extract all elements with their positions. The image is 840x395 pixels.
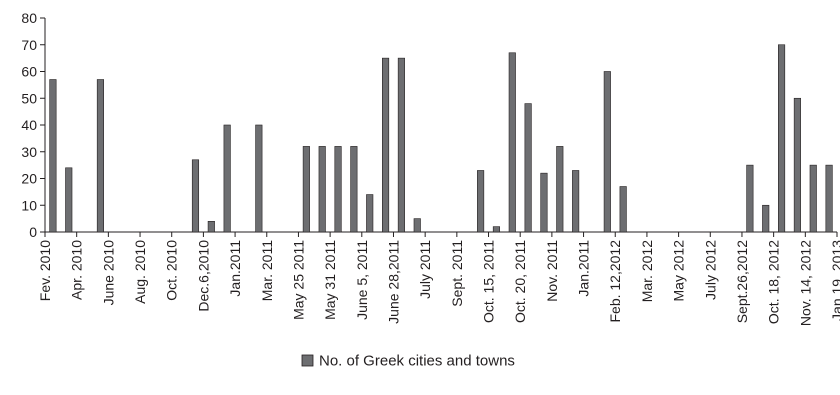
- legend-label: No. of Greek cities and towns: [319, 353, 515, 370]
- bar: [524, 103, 532, 233]
- legend-swatch: [301, 354, 314, 367]
- bar: [508, 52, 516, 233]
- bar: [762, 204, 770, 233]
- bar: [65, 167, 73, 233]
- bar: [603, 71, 611, 233]
- x-tick-label: Dec.6,2010: [195, 240, 211, 312]
- bar: [334, 146, 342, 233]
- x-tick-label: Mar. 2011: [259, 240, 275, 301]
- x-tick-label: June 2010: [100, 240, 116, 306]
- bar: [49, 79, 57, 233]
- y-tick-label: 40: [21, 117, 37, 133]
- bar: [809, 164, 817, 233]
- x-tick-label: Mar. 2012: [639, 240, 655, 302]
- y-tick-label: 60: [21, 64, 37, 80]
- x-tick-label: Jan.2011: [576, 240, 592, 297]
- bar: [492, 226, 500, 233]
- legend: No. of Greek cities and towns: [301, 353, 515, 370]
- bar: [778, 44, 786, 233]
- y-tick-label: 70: [21, 37, 37, 53]
- x-tick-label: Nov. 2011: [544, 240, 560, 302]
- bars: [49, 44, 833, 233]
- bar: [223, 124, 231, 233]
- bar: [619, 186, 627, 233]
- bar: [207, 221, 215, 233]
- bar: [191, 159, 200, 233]
- bar: [96, 79, 104, 233]
- x-tick-label: June 5, 2011: [354, 240, 370, 320]
- bar: [793, 97, 801, 233]
- x-tick-label: May 31 2011: [322, 240, 338, 320]
- bar: [556, 146, 564, 233]
- bar: [572, 170, 580, 233]
- x-tick-label: Sept.26,2012: [734, 240, 750, 324]
- x-tick-label: Oct. 2010: [164, 240, 180, 301]
- y-tick-label: 10: [21, 197, 37, 213]
- bar: [825, 164, 833, 233]
- y-tick-label: 50: [21, 90, 37, 106]
- x-tick-label: July 2012: [702, 240, 718, 300]
- bar: [255, 124, 263, 233]
- bar: [382, 57, 390, 233]
- bar: [350, 146, 358, 233]
- x-tick-label: Oct. 18, 2012: [766, 240, 782, 324]
- x-tick-label: Feb. 12,2012: [607, 240, 623, 323]
- x-tick-label: Jan.2011: [227, 240, 243, 297]
- x-tick-label: May 2012: [671, 240, 687, 302]
- y-tick-label: 20: [21, 171, 37, 187]
- x-tick-label: July 2011: [417, 240, 433, 299]
- x-tick-label: Oct. 20, 2011: [512, 240, 528, 323]
- x-tick-label: Apr. 2010: [69, 240, 85, 300]
- x-tick-label: May 25 2011: [290, 240, 306, 320]
- y-tick-label: 30: [21, 144, 37, 160]
- bar: [366, 194, 374, 233]
- bar: [413, 218, 421, 233]
- bar: [540, 172, 548, 233]
- x-tick-label: Aug. 2010: [132, 240, 148, 304]
- x-tick-label: Sept. 2011: [449, 240, 465, 307]
- bar: [397, 57, 405, 233]
- x-tick-label: Jan.19, 2013: [829, 240, 840, 321]
- bar: [746, 164, 754, 233]
- y-axis: 0 10 20 30 40 50 60 70 80: [21, 10, 46, 240]
- x-tick-label: June 28,2011: [385, 240, 401, 324]
- x-axis: Fev. 2010 Apr. 2010 June 2010 Aug. 2010 Oct.…: [37, 231, 840, 326]
- x-tick-label: Nov. 14, 2012: [797, 240, 813, 326]
- bar: [318, 146, 326, 233]
- y-tick-label: 0: [29, 224, 37, 240]
- y-tick-label: 80: [21, 10, 37, 26]
- bar: [302, 146, 310, 233]
- bar: [477, 170, 485, 233]
- x-tick-label: Oct. 15, 2011: [481, 240, 497, 323]
- x-tick-label: Fev. 2010: [37, 240, 53, 301]
